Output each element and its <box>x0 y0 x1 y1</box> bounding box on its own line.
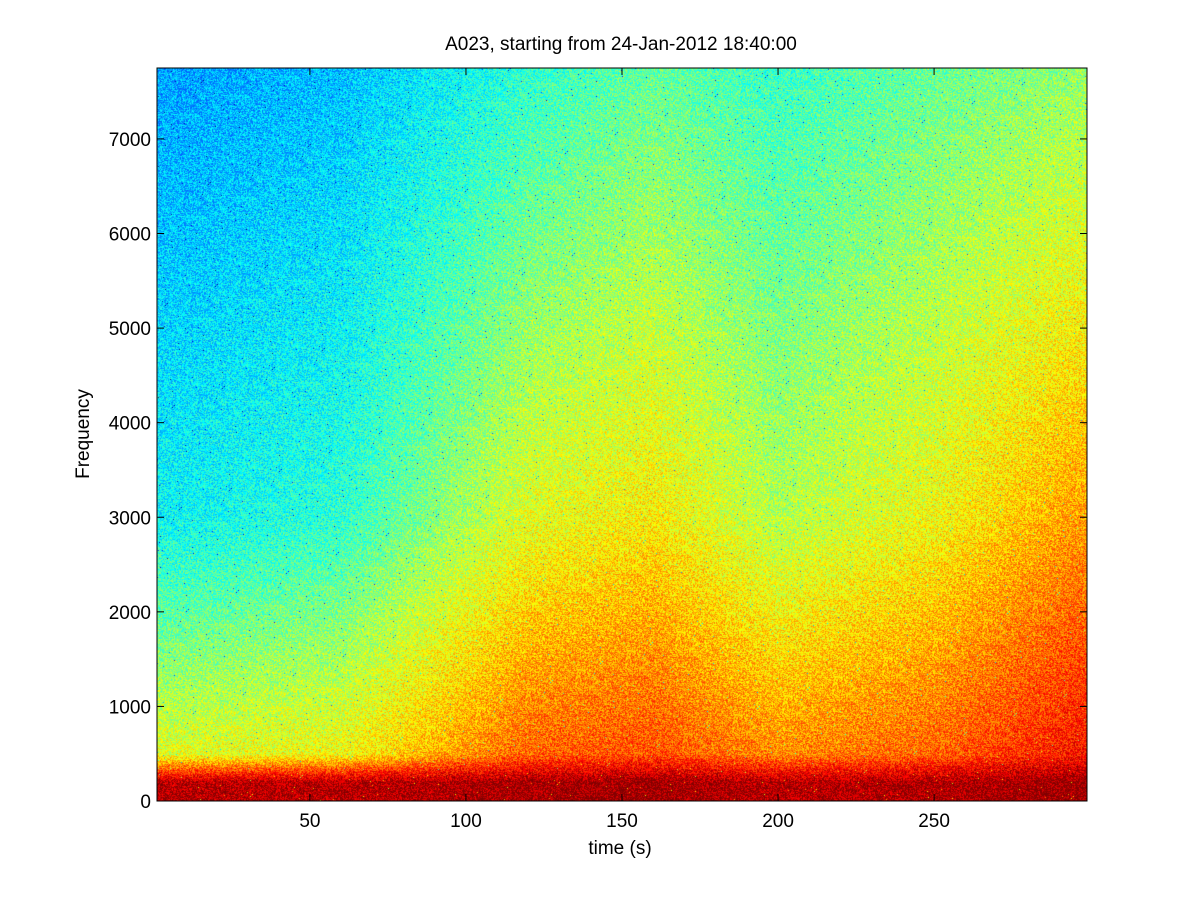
y-tick-label: 2000 <box>109 603 151 624</box>
x-tick-label: 200 <box>762 811 794 832</box>
y-axis-label: Frequency <box>73 389 94 479</box>
y-tick-label: 3000 <box>109 508 151 529</box>
x-tick-label: 50 <box>299 811 320 832</box>
y-tick-label: 0 <box>140 792 151 813</box>
y-tick-label: 5000 <box>109 319 151 340</box>
x-axis-label: time (s) <box>588 838 651 859</box>
y-axis: 0 1000 2000 3000 4000 5000 6000 7000 <box>109 130 1087 813</box>
x-tick-label: 100 <box>450 811 482 832</box>
y-tick-label: 6000 <box>109 225 151 246</box>
x-tick-label: 250 <box>918 811 950 832</box>
y-tick-label: 7000 <box>109 130 151 151</box>
plot-area <box>156 67 1088 802</box>
chart-title: A023, starting from 24-Jan-2012 18:40:00 <box>445 34 797 55</box>
x-axis: 50 100 150 200 250 <box>299 68 950 832</box>
y-tick-label: 4000 <box>109 414 151 435</box>
spectrogram-heatmap <box>157 68 1087 801</box>
x-tick-label: 150 <box>606 811 638 832</box>
y-tick-label: 1000 <box>109 697 151 718</box>
